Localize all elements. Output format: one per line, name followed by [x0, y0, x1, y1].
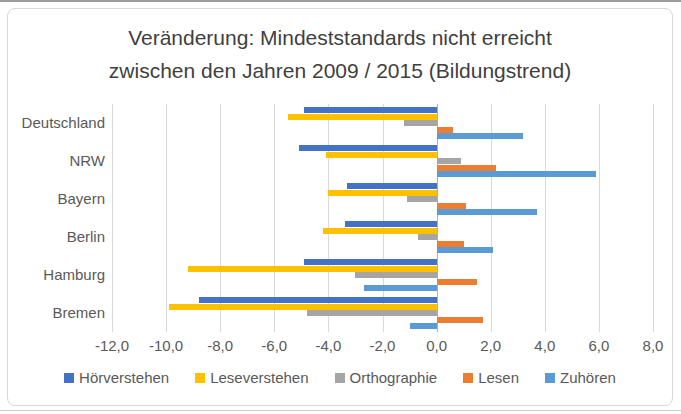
x-tick-label: 8,0 [643, 337, 664, 354]
x-tick-label: -12,0 [95, 337, 129, 354]
bar-nrw-orthographie[interactable] [437, 158, 461, 164]
legend-item-label: Zuhören [560, 369, 616, 386]
bar-bayern-horverstehen[interactable] [347, 183, 436, 189]
bar-bremen-leseverstehen[interactable] [169, 304, 437, 310]
bar-hamburg-lesen[interactable] [437, 279, 478, 285]
chart-title: Veränderung: Mindeststandards nicht erre… [7, 21, 673, 87]
legend-item-horverstehen[interactable]: Hörverstehen [64, 369, 169, 386]
x-tick-label: 0,0 [426, 337, 447, 354]
gridline [599, 104, 600, 332]
gridline [653, 104, 654, 332]
legend-item-label: Leseverstehen [210, 369, 308, 386]
bar-deutschland-leseverstehen[interactable] [288, 114, 437, 120]
chart-title-line2: zwischen den Jahren 2009 / 2015 (Bildung… [7, 54, 673, 87]
gridline [545, 104, 546, 332]
bar-bremen-lesen[interactable] [437, 317, 483, 323]
bar-berlin-lesen[interactable] [437, 241, 464, 247]
legend-item-zuhoren[interactable]: Zuhören [545, 369, 616, 386]
legend-item-label: Hörverstehen [79, 369, 169, 386]
legend-marker-icon [335, 373, 345, 383]
x-tick-label: 2,0 [480, 337, 501, 354]
bar-nrw-lesen[interactable] [437, 165, 497, 171]
x-tick-label: -2,0 [370, 337, 396, 354]
bar-bayern-lesen[interactable] [437, 203, 467, 209]
x-tick-label: 6,0 [588, 337, 609, 354]
bar-deutschland-lesen[interactable] [437, 127, 453, 133]
bar-hamburg-horverstehen[interactable] [304, 259, 437, 265]
category-label-berlin: Berlin [8, 218, 105, 256]
legend-item-label: Lesen [478, 369, 519, 386]
legend-item-label: Orthographie [350, 369, 438, 386]
bar-bremen-orthographie[interactable] [307, 310, 437, 316]
x-tick-label: -8,0 [207, 337, 233, 354]
gridline [112, 104, 113, 332]
bar-berlin-horverstehen[interactable] [345, 221, 437, 227]
legend-marker-icon [64, 373, 74, 383]
bar-bayern-leseverstehen[interactable] [328, 190, 436, 196]
bar-bayern-orthographie[interactable] [407, 196, 437, 202]
plot-area [112, 104, 653, 332]
bar-hamburg-zuhoren[interactable] [364, 285, 437, 291]
chart-screenshot: Veränderung: Mindeststandards nicht erre… [0, 0, 681, 414]
bar-hamburg-orthographie[interactable] [355, 272, 436, 278]
bar-hamburg-leseverstehen[interactable] [188, 266, 437, 272]
category-label-bayern: Bayern [8, 180, 105, 218]
x-tick-label: -4,0 [315, 337, 341, 354]
bar-bremen-horverstehen[interactable] [199, 297, 437, 303]
bar-deutschland-orthographie[interactable] [404, 120, 436, 126]
bar-nrw-zuhoren[interactable] [437, 171, 597, 177]
bar-nrw-horverstehen[interactable] [299, 145, 437, 151]
legend-item-lesen[interactable]: Lesen [463, 369, 519, 386]
category-axis: DeutschlandNRWBayernBerlinHamburgBremen [8, 104, 105, 332]
legend-marker-icon [545, 373, 555, 383]
legend-marker-icon [463, 373, 473, 383]
legend-item-leseverstehen[interactable]: Leseverstehen [195, 369, 308, 386]
window-bottom-edge-line [0, 410, 681, 411]
x-axis: -12,0-10,0-8,0-6,0-4,0-2,00,02,04,06,08,… [112, 337, 653, 355]
window-top-edge-line [0, 0, 681, 2]
category-label-hamburg: Hamburg [8, 256, 105, 294]
bar-deutschland-horverstehen[interactable] [304, 107, 437, 113]
gridline [166, 104, 167, 332]
x-tick-label: -10,0 [149, 337, 183, 354]
x-tick-label: 4,0 [534, 337, 555, 354]
bar-bayern-zuhoren[interactable] [437, 209, 537, 215]
legend-marker-icon [195, 373, 205, 383]
bar-deutschland-zuhoren[interactable] [437, 133, 524, 139]
bar-nrw-leseverstehen[interactable] [326, 152, 437, 158]
bar-bremen-zuhoren[interactable] [410, 323, 437, 329]
bar-berlin-leseverstehen[interactable] [323, 228, 437, 234]
category-label-deutschland: Deutschland [8, 104, 105, 142]
bar-berlin-orthographie[interactable] [418, 234, 437, 240]
x-tick-label: -6,0 [261, 337, 287, 354]
legend-item-orthographie[interactable]: Orthographie [335, 369, 438, 386]
chart-title-line1: Veränderung: Mindeststandards nicht erre… [7, 21, 673, 54]
legend: Hörverstehen Leseverstehen Orthographie Les… [7, 369, 673, 386]
category-label-nrw: NRW [8, 142, 105, 180]
category-label-bremen: Bremen [8, 294, 105, 332]
bar-berlin-zuhoren[interactable] [437, 247, 494, 253]
